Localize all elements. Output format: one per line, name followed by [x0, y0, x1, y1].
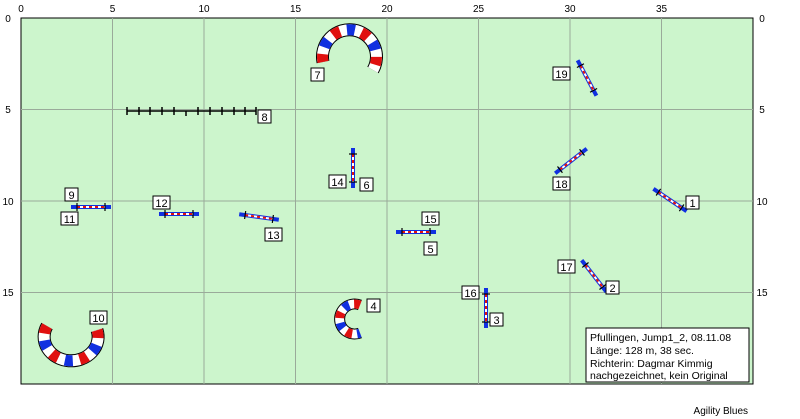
number-label-18: 18 [552, 176, 571, 191]
x-axis-top: 0 5 10 15 20 25 30 35 [18, 4, 667, 15]
hurdle-obstacle [238, 211, 280, 223]
number-label-2: 2 [605, 280, 620, 295]
y-tick-label: 0 [5, 14, 11, 25]
hurdle-obstacle [482, 288, 490, 328]
hurdle-obstacle [575, 59, 599, 97]
number-label-text: 10 [92, 313, 104, 325]
x-tick-label: 30 [564, 4, 576, 15]
number-label-text: 4 [370, 301, 376, 313]
number-label-text: 12 [155, 198, 167, 210]
number-label-11: 11 [60, 211, 79, 226]
hurdle-obstacle [349, 148, 357, 188]
number-label-13: 13 [264, 227, 283, 242]
number-label-text: 7 [314, 70, 320, 82]
number-label-text: 3 [493, 315, 499, 327]
info-venue: Pfullingen, Jump1_2, 08.11.08 [590, 332, 731, 344]
number-label-12: 12 [152, 195, 171, 210]
number-label-10: 10 [89, 310, 108, 325]
y-tick-label: 10 [756, 197, 768, 208]
number-label-text: 8 [261, 112, 267, 124]
number-label-7: 7 [310, 67, 325, 82]
number-label-text: 6 [363, 180, 369, 192]
number-label-text: 18 [555, 179, 567, 191]
hurdle-obstacle [554, 147, 588, 175]
hurdle-obstacle [126, 107, 257, 116]
number-label-text: 5 [427, 244, 433, 256]
info-note: nachgezeichnet, kein Original [590, 370, 728, 382]
x-tick-label: 5 [110, 4, 116, 15]
hurdle-obstacle [159, 210, 199, 218]
number-label-8: 8 [257, 109, 272, 124]
y-tick-label: 15 [2, 288, 14, 299]
number-label-6: 6 [359, 177, 374, 192]
number-label-text: 2 [609, 283, 615, 295]
course-info-box: Pfullingen, Jump1_2, 08.11.08 Länge: 128… [585, 327, 750, 383]
number-label-text: 13 [267, 230, 279, 242]
number-label-text: 14 [331, 177, 343, 189]
info-judge: Richterin: Dagmar Kimmig [590, 358, 713, 370]
grid [21, 18, 753, 384]
tunnel-obstacle [316, 23, 383, 74]
number-label-text: 1 [689, 198, 695, 210]
y-axis-right: 0 5 10 15 [756, 14, 768, 299]
x-tick-label: 35 [656, 4, 668, 15]
number-label-1: 1 [685, 195, 700, 210]
info-length: Länge: 128 m, 38 sec. [590, 345, 694, 357]
number-label-17: 17 [557, 259, 576, 274]
tire-obstacle [334, 298, 362, 340]
tunnel-obstacle [37, 322, 105, 368]
x-tick-label: 15 [290, 4, 302, 15]
number-label-4: 4 [366, 298, 381, 313]
number-label-19: 19 [552, 66, 571, 81]
number-label-text: 11 [64, 214, 75, 226]
x-tick-label: 25 [473, 4, 485, 15]
hurdle-obstacle [652, 187, 688, 213]
number-label-14: 14 [328, 174, 347, 189]
y-tick-label: 15 [756, 288, 768, 299]
number-label-text: 16 [464, 288, 476, 300]
number-label-text: 17 [560, 262, 572, 274]
x-tick-label: 0 [18, 4, 24, 15]
number-label-3: 3 [489, 312, 504, 327]
y-axis-left: 0 5 10 15 [2, 14, 14, 299]
x-tick-label: 10 [198, 4, 210, 15]
hurdle-obstacle [71, 203, 111, 211]
hurdle-obstacle [580, 259, 608, 293]
number-label-15: 15 [421, 211, 440, 226]
number-label-9: 9 [64, 187, 79, 202]
y-tick-label: 0 [759, 14, 765, 25]
y-tick-label: 5 [5, 105, 11, 116]
hurdle-obstacle [396, 228, 436, 236]
y-tick-label: 5 [759, 105, 765, 116]
credit-text: Agility Blues [694, 406, 748, 417]
number-label-text: 19 [555, 69, 567, 81]
number-label-text: 15 [424, 214, 436, 226]
number-label-5: 5 [423, 241, 438, 256]
x-tick-label: 20 [381, 4, 393, 15]
y-tick-label: 10 [2, 197, 14, 208]
number-label-text: 9 [68, 190, 74, 202]
number-label-16: 16 [461, 285, 480, 300]
obstacle-number-labels: 1 2 3 4 5 6 7 8 9 10 11 12 13 14 15 16 1… [60, 66, 700, 327]
